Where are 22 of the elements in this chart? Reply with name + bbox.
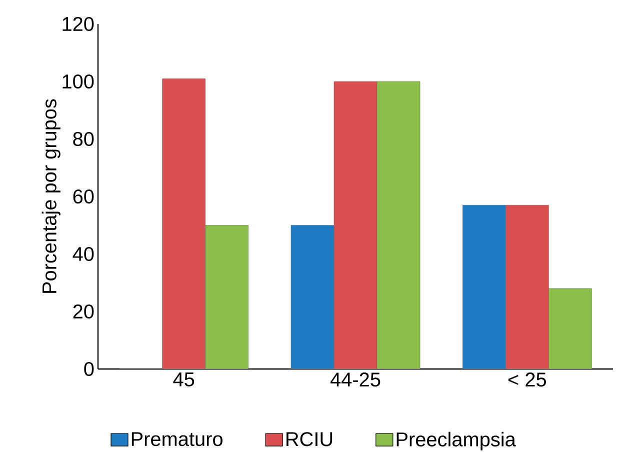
- y-tick-label: 120: [62, 16, 94, 32]
- bar: [334, 81, 378, 369]
- y-tick-label: 40: [72, 246, 94, 262]
- bar: [205, 225, 248, 369]
- y-tick-label: 80: [73, 132, 94, 146]
- x-tick-label: < 25: [508, 372, 546, 387]
- y-tick-label: 100: [62, 74, 94, 89]
- legend-label: Prematuro: [132, 432, 222, 446]
- y-tick-label: 20: [73, 304, 94, 319]
- legend-label: RCIU: [286, 432, 332, 446]
- y-tick-label: 0: [84, 362, 94, 376]
- bar: [290, 225, 334, 369]
- bar: [462, 204, 506, 369]
- legend-label: Preeclampsia: [396, 432, 516, 450]
- bar: [506, 204, 549, 369]
- x-tick-label: 44-25: [330, 372, 380, 387]
- x-tick-label: 45: [173, 372, 194, 386]
- bar: [548, 288, 592, 369]
- bar: [376, 81, 420, 369]
- bar: [162, 78, 206, 369]
- y-axis-title: Porcentaje por grupos: [42, 99, 60, 293]
- y-tick-label: 60: [73, 189, 94, 204]
